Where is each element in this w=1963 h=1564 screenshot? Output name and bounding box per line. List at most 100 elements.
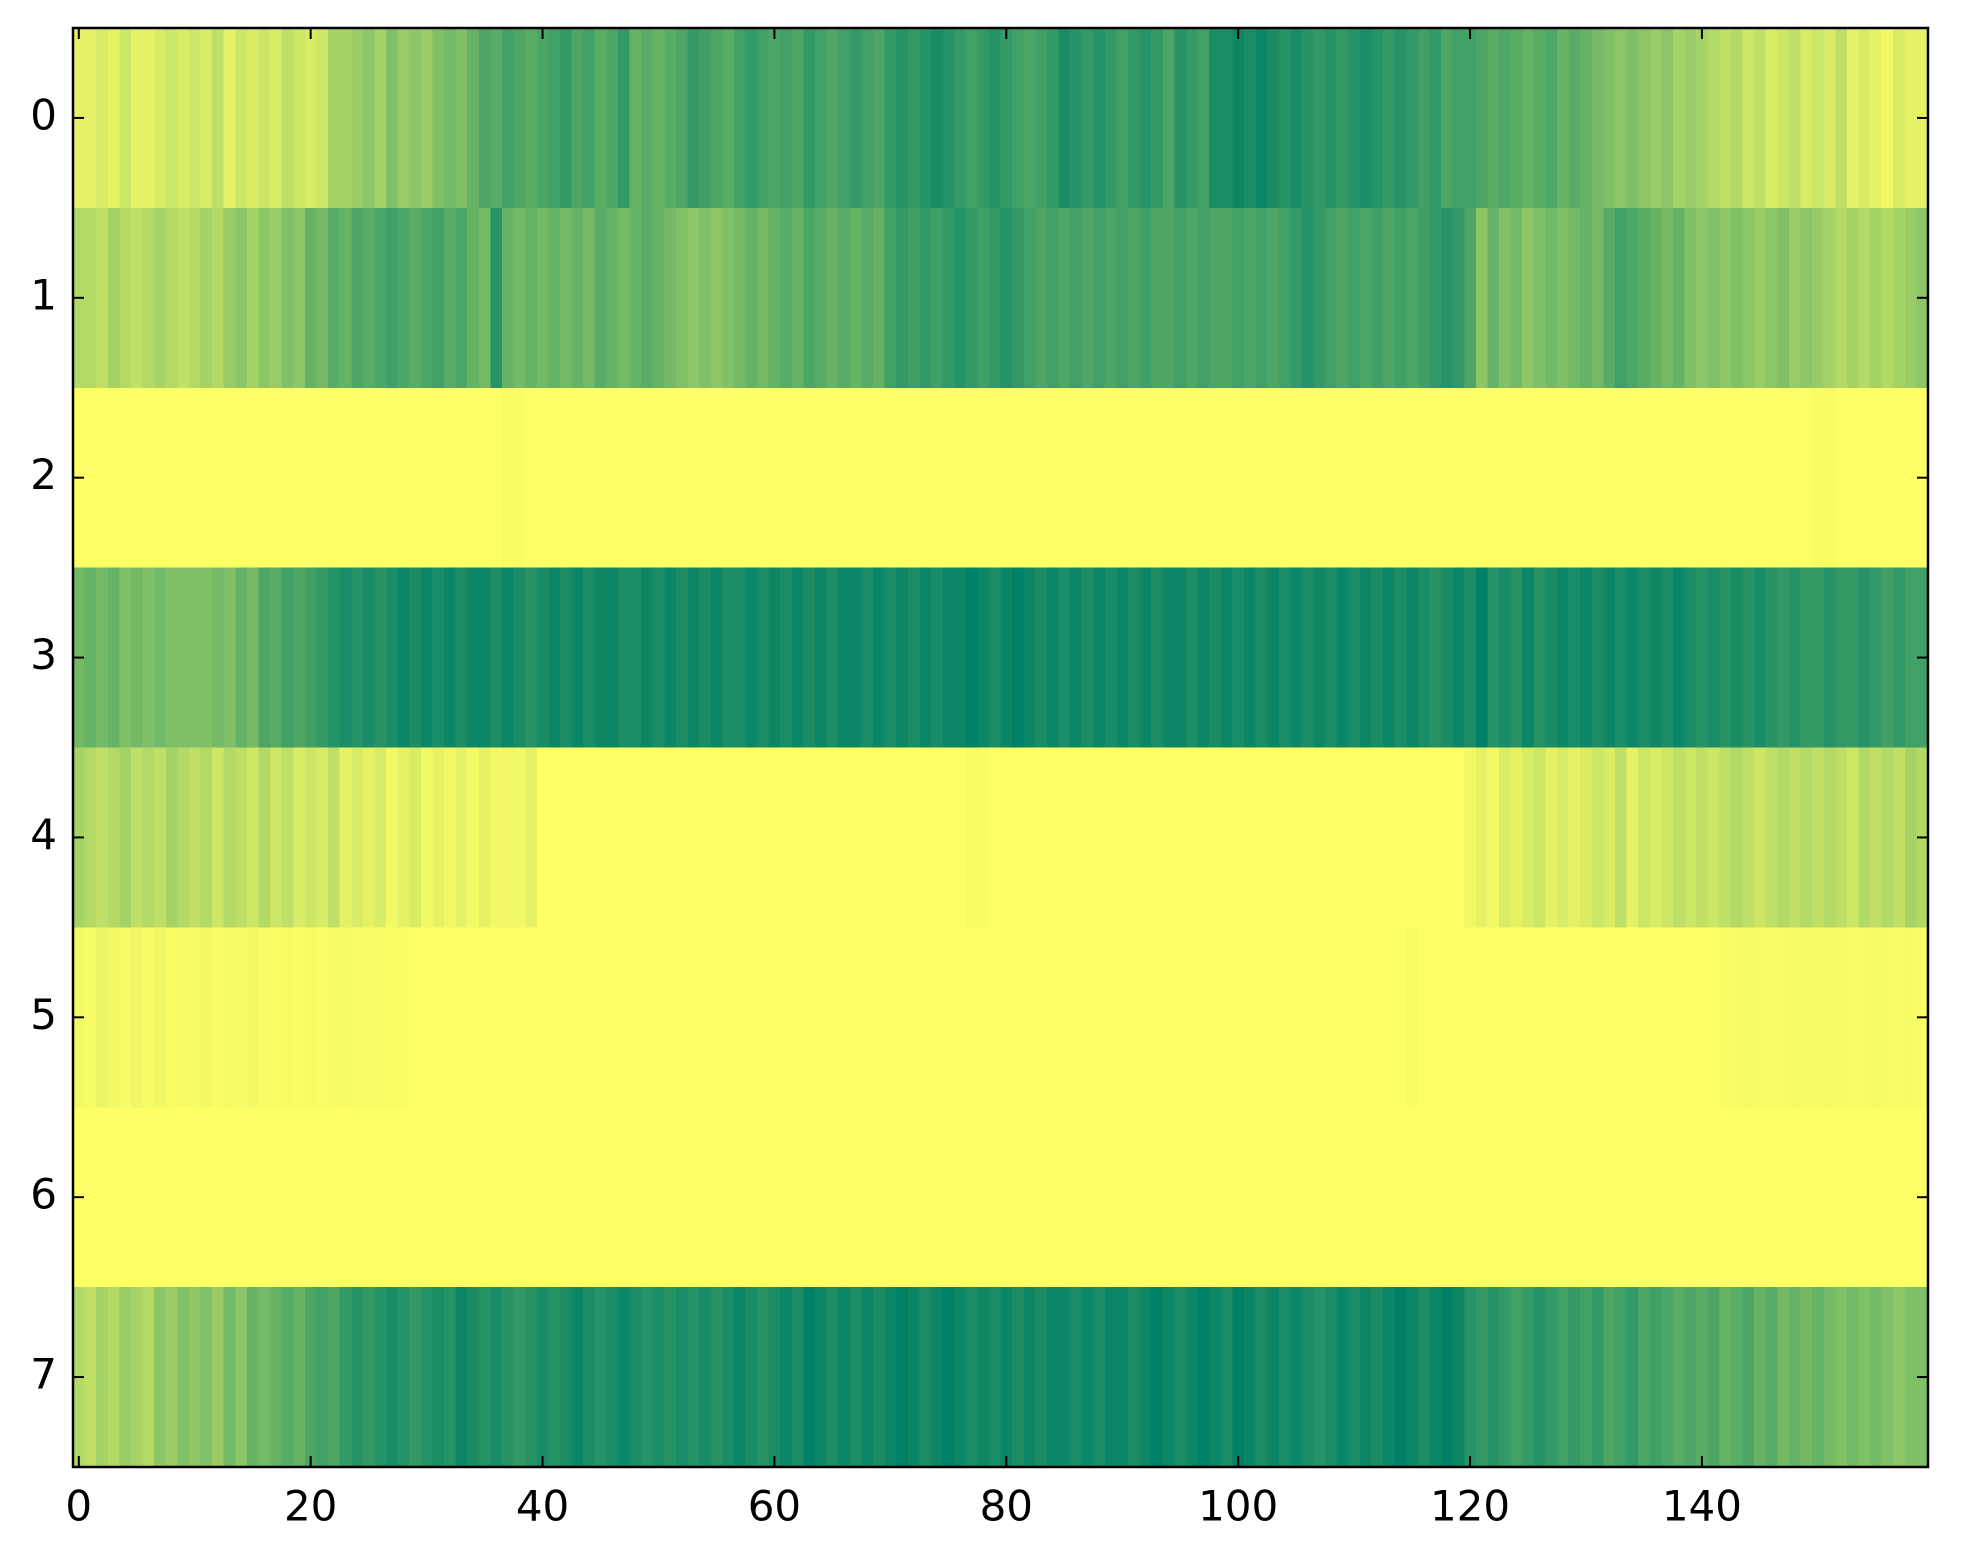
heatmap-cell (1499, 28, 1512, 209)
heatmap-cell (1209, 207, 1222, 389)
heatmap-cell (84, 927, 97, 1108)
heatmap-cell (1104, 207, 1118, 389)
heatmap-cell (1533, 387, 1547, 569)
heatmap-cell (1603, 1287, 1616, 1468)
heatmap-cell (1800, 567, 1813, 749)
heatmap-cell (1139, 387, 1152, 569)
heatmap-cell (617, 1287, 631, 1468)
heatmap-cell (1417, 567, 1431, 749)
heatmap-cell (1093, 747, 1106, 928)
heatmap-cell (617, 927, 631, 1108)
heatmap-cell (1394, 1287, 1407, 1468)
heatmap-cell (977, 567, 990, 749)
heatmap-cell (930, 28, 944, 209)
heatmap-cell (177, 927, 190, 1108)
heatmap-cell (930, 1107, 944, 1288)
heatmap-cell (838, 567, 851, 749)
heatmap-cell (548, 28, 561, 209)
heatmap-cell (1452, 387, 1465, 569)
heatmap-cell (1904, 1107, 1918, 1288)
heatmap-cell (293, 1287, 306, 1468)
heatmap-cell (1359, 567, 1373, 749)
heatmap-cell (1406, 207, 1419, 389)
heatmap-cell (1591, 567, 1604, 749)
heatmap-cell (1081, 28, 1094, 209)
heatmap-cell (1290, 927, 1303, 1108)
heatmap-cell (1487, 207, 1500, 389)
heatmap-cell (1406, 927, 1419, 1108)
heatmap-cell (1046, 927, 1060, 1108)
heatmap-cell (803, 567, 816, 749)
heatmap-cell (246, 28, 260, 209)
heatmap-cell (849, 387, 862, 569)
heatmap-cell (1707, 567, 1720, 749)
heatmap-cell (861, 747, 874, 928)
heatmap-cell (733, 387, 747, 569)
heatmap-cell (699, 567, 712, 749)
heatmap-cell (1301, 1107, 1315, 1288)
heatmap-cell (1846, 1107, 1860, 1288)
heatmap-cell (1904, 207, 1918, 389)
heatmap-cell (675, 567, 689, 749)
heatmap-cell (1522, 1107, 1535, 1288)
heatmap-cell (1823, 567, 1836, 749)
heatmap-cell (513, 207, 526, 389)
heatmap-cell (1348, 28, 1361, 209)
heatmap-cell (409, 387, 422, 569)
heatmap-cell (1580, 387, 1593, 569)
heatmap-cell (1070, 1287, 1083, 1468)
heatmap-cell (316, 1107, 329, 1288)
heatmap-cell (548, 927, 561, 1108)
heatmap-cell (1464, 747, 1477, 928)
heatmap-cell (1232, 387, 1245, 569)
heatmap-cell (1093, 28, 1106, 209)
heatmap-cell (1696, 747, 1709, 928)
heatmap-cell (1614, 387, 1628, 569)
heatmap-cell (1800, 28, 1813, 209)
heatmap-cell (617, 207, 631, 389)
heatmap-cell (1835, 28, 1848, 209)
heatmap-cell (1243, 747, 1257, 928)
heatmap-cell (1023, 567, 1036, 749)
heatmap-cell (675, 1107, 689, 1288)
heatmap-cell (710, 927, 723, 1108)
heatmap-cell (304, 28, 318, 209)
heatmap-cell (1614, 28, 1628, 209)
heatmap-cell (1209, 387, 1222, 569)
heatmap-cell (838, 207, 851, 389)
heatmap-cell (548, 1287, 561, 1468)
heatmap-cell (583, 207, 596, 389)
heatmap-cell (559, 747, 573, 928)
heatmap-cell (1359, 747, 1373, 928)
heatmap-cell (1649, 1287, 1662, 1468)
heatmap-cell (1325, 927, 1338, 1108)
heatmap-cell (513, 747, 526, 928)
heatmap-cell (1812, 387, 1825, 569)
heatmap-cell (107, 567, 120, 749)
heatmap-cell (455, 927, 468, 1108)
heatmap-cell (1081, 1107, 1094, 1288)
heatmap-cell (1336, 747, 1349, 928)
heatmap-cell (1557, 1107, 1570, 1288)
heatmap-cell (1858, 207, 1871, 389)
heatmap-cell (594, 28, 607, 209)
heatmap-cell (1081, 387, 1094, 569)
heatmap-cell (791, 1107, 805, 1288)
heatmap-cell (1765, 927, 1778, 1108)
heatmap-cell (1301, 1287, 1315, 1468)
heatmap-cell (304, 927, 318, 1108)
heatmap-cell (525, 387, 538, 569)
heatmap-cell (235, 567, 248, 749)
heatmap-cell (1290, 1107, 1303, 1288)
heatmap-cell (768, 1107, 781, 1288)
heatmap-cell (1614, 207, 1628, 389)
heatmap-cell (1012, 28, 1025, 209)
heatmap-cell (606, 567, 619, 749)
heatmap-cell (1510, 1287, 1523, 1468)
heatmap-cell (571, 28, 584, 209)
heatmap-cell (1417, 927, 1431, 1108)
heatmap-cell (1232, 1287, 1245, 1468)
heatmap-cell (293, 1107, 306, 1288)
heatmap-cell (1730, 567, 1744, 749)
heatmap-cell (548, 387, 561, 569)
